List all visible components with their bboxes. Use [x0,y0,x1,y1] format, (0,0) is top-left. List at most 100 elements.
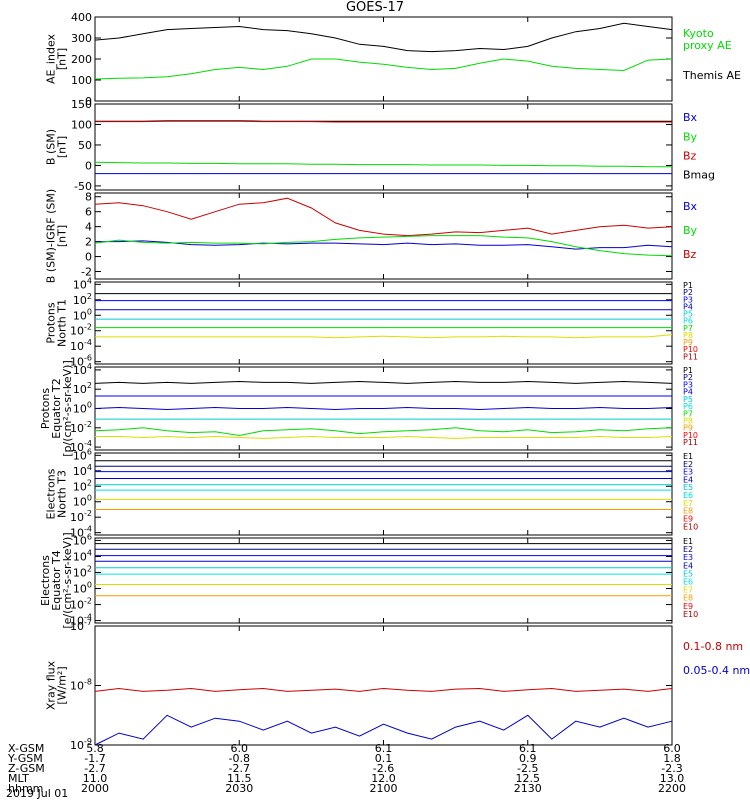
panel-frame-ee [94,537,673,624]
ylabel-ae: AE_index [45,33,58,84]
series-line-bsm-By [94,161,672,168]
legend-label-xray: 0.05-0.4 nm [683,664,750,677]
legend-label-bsm: Bmag [683,169,715,182]
ytick-label-pe: 102 [73,381,92,396]
ytick-label-bsm: 50 [78,139,92,152]
ytick-label-dbsm: 2 [85,236,92,249]
legend-label-ee: E5 [683,569,693,578]
ytick-label-ee: 10-2 [70,597,92,612]
footer-value: -2.7 [84,762,105,775]
legend-label-pe: P7 [683,409,693,418]
ytick-label-pn: 10-2 [70,323,92,338]
footer-value: 0.9 [519,752,537,765]
panel-frame-en [94,452,673,536]
legend-label-pe: P11 [683,438,698,447]
legend-label-pn: P4 [683,302,693,311]
legend-label-ae: Kyoto [683,27,714,40]
legend-label-en: E8 [683,507,693,516]
footer-value: 2200 [658,782,686,795]
panel-frame-xray [94,625,673,746]
footer-value: -2.7 [229,762,250,775]
ytick-label-dbsm: 0 [85,251,92,264]
ytick-label-dbsm: 4 [85,221,92,234]
ytick-label-ee: 106 [73,532,92,547]
ytick-label-en: 10-2 [70,509,92,524]
panel-frame-bsm [94,103,673,191]
footer-row-label: Z-GSM [8,762,45,775]
ylabel-pe: Protons [39,388,52,429]
legend-label-pe: P2 [683,373,693,382]
ytick-label-ae: 400 [71,11,92,24]
ytick-label-ae: 300 [71,32,92,45]
ytick-label-bsm: -50 [74,180,92,193]
legend-label-ee: E10 [683,610,698,619]
legend-label-pn: P11 [683,352,698,361]
legend-label-pn: P5 [683,310,693,319]
legend-label-dbsm: Bz [683,248,697,261]
footer-value: -1.7 [84,752,105,765]
ytick-label-bsm: 150 [71,98,92,111]
legend-label-en: E9 [683,514,693,523]
ylabel-en: Electrons [45,468,58,519]
series-line-dbsm-Bz [94,197,673,237]
footer-value: 2000 [81,782,109,795]
ytick-label-en: 104 [73,463,92,478]
ylabel-ee: Electrons [39,555,52,606]
ytick-label-en: 10-4 [70,525,92,540]
footer-value: 6.0 [663,742,681,755]
footer-value: -2.5 [517,762,538,775]
legend-label-pn: P1 [683,281,693,290]
legend-label-ee: E7 [683,586,693,595]
ytick-label-xray: 10-8 [70,678,92,693]
series-line-xray-0-1-0-8-nm [94,687,673,692]
ytick-label-xray: 10-7 [70,618,92,633]
ylabel-xray: [W/m²] [56,666,69,704]
legend-label-ee: E3 [683,553,693,562]
legend-label-ee: E4 [683,561,693,570]
footer-value: 12.0 [371,772,396,785]
footer-value: 6.1 [519,742,537,755]
ytick-label-xray: 10-9 [70,737,92,752]
legend-label-ee: E6 [683,577,693,586]
ytick-label-en: 106 [73,447,92,462]
legend-label-en: E1 [683,452,693,461]
ytick-label-ee: 100 [73,581,92,596]
legend-label-ee: E8 [683,594,693,603]
series-line-ae-Themis-AE [94,22,673,53]
panel-frame-pn [94,281,673,365]
ylabel-ee: [e/(cm²-s-sr-keV)] [61,532,74,628]
ytick-label-bsm: 0 [85,159,92,172]
legend-label-pn: P9 [683,338,693,347]
legend-label-en: E7 [683,499,693,508]
ylabel-dbsm: [nT] [56,225,69,247]
legend-label-ae: Themis AE [682,69,741,82]
footer-date: 2019 Jul 01 [6,787,69,800]
ytick-label-ae: 0 [85,95,92,108]
legend-label-pe: P1 [683,366,693,375]
legend-label-ee: E9 [683,602,693,611]
ylabel-en: North T3 [56,470,69,518]
legend-label-pn: P10 [683,345,698,354]
ytick-label-pn: 10-4 [70,338,92,353]
series-line-pe-P1 [94,380,673,384]
ytick-label-bsm: 100 [71,118,92,131]
footer-value: 13.0 [660,772,685,785]
series-line-pe-P7 [94,427,673,437]
footer-value: 0.1 [375,752,393,765]
ytick-label-pe: 100 [73,401,92,416]
series-line-dbsm-Bx [95,240,673,250]
legend-label-bsm: Bx [683,111,698,124]
legend-label-pe: P3 [683,380,693,389]
ytick-label-ee: 102 [73,564,92,579]
footer-value: 11.0 [83,772,108,785]
legend-label-pn: P3 [683,295,693,304]
footer-row-label: X-GSM [8,742,44,755]
ylabel-ee: Equator T4 [50,550,63,610]
ylabel-ae: [nT] [56,48,69,70]
footer-value: 2100 [370,782,398,795]
footer-value: 6.1 [375,742,393,755]
ytick-label-pn: 100 [73,307,92,322]
ylabel-pn: North T1 [56,299,69,347]
